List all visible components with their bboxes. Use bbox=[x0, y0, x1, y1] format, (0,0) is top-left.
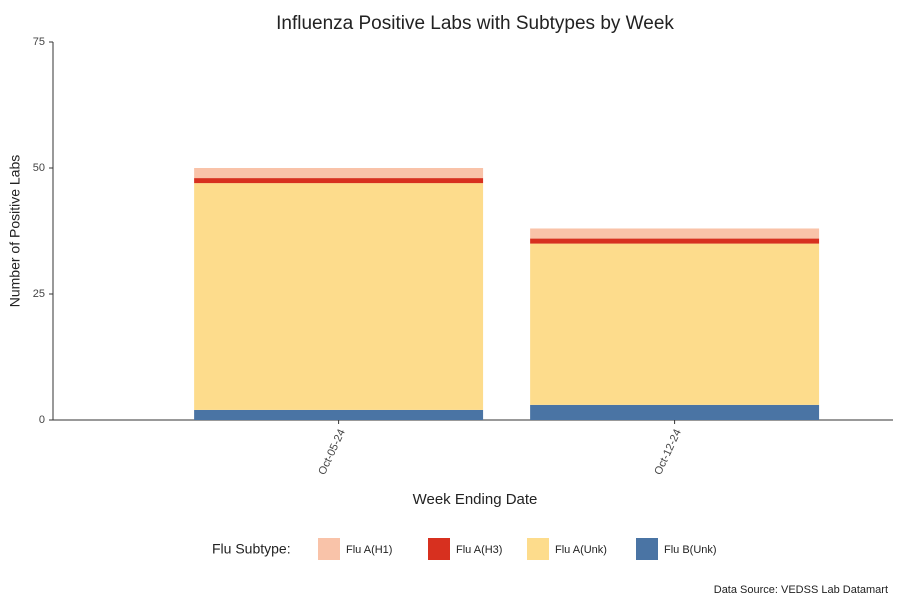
legend-swatch bbox=[428, 538, 450, 560]
legend-label: Flu A(Unk) bbox=[555, 544, 607, 556]
x-axis-label: Week Ending Date bbox=[413, 491, 538, 508]
bar-segment bbox=[530, 404, 820, 420]
y-tick-label: 25 bbox=[33, 288, 45, 300]
caption: Data Source: VEDSS Lab Datamart bbox=[714, 584, 888, 596]
bar-segment bbox=[194, 409, 484, 420]
bar-segment bbox=[194, 183, 484, 410]
bar-segment bbox=[530, 228, 820, 239]
x-tick-label: Oct-12-24 bbox=[652, 427, 684, 476]
legend-label: Flu A(H1) bbox=[346, 544, 392, 556]
legend-swatch bbox=[318, 538, 340, 560]
chart-title: Influenza Positive Labs with Subtypes by… bbox=[276, 13, 674, 34]
bar-segment bbox=[194, 178, 484, 184]
bar-segment bbox=[194, 168, 484, 179]
legend-swatch bbox=[636, 538, 658, 560]
y-tick-label: 0 bbox=[39, 414, 45, 426]
y-axis-label: Number of Positive Labs bbox=[7, 155, 23, 308]
y-tick-label: 75 bbox=[33, 36, 45, 48]
x-tick-label: Oct-05-24 bbox=[316, 427, 348, 476]
legend-label: Flu B(Unk) bbox=[664, 544, 717, 556]
y-tick-label: 50 bbox=[33, 162, 45, 174]
legend-label: Flu A(H3) bbox=[456, 544, 502, 556]
legend-title: Flu Subtype: bbox=[212, 541, 291, 557]
bar-segment bbox=[530, 243, 820, 405]
bar-segment bbox=[530, 238, 820, 244]
legend-swatch bbox=[527, 538, 549, 560]
